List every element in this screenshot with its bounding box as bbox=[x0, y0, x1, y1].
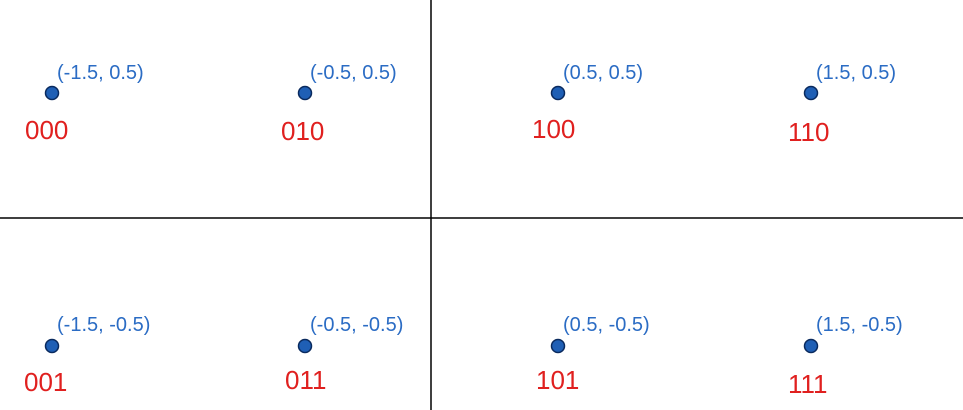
point-coordinate-label: (0.5, -0.5) bbox=[563, 314, 650, 336]
point-coordinate-label: (1.5, 0.5) bbox=[816, 62, 896, 84]
point-marker bbox=[803, 85, 819, 101]
constellation-point: (1.5, 0.5) 110 bbox=[788, 62, 896, 147]
constellation-point: (-1.5, -0.5) 001 bbox=[24, 314, 150, 397]
constellation-point: (-0.5, -0.5) 011 bbox=[285, 314, 403, 395]
point-marker bbox=[44, 85, 60, 101]
point-coordinate-label: (1.5, -0.5) bbox=[816, 314, 903, 336]
point-bit-label: 101 bbox=[536, 365, 579, 395]
point-marker bbox=[550, 85, 566, 101]
point-bit-label: 011 bbox=[285, 365, 326, 395]
point-coordinate-label: (0.5, 0.5) bbox=[563, 62, 643, 84]
point-coordinate-label: (-1.5, -0.5) bbox=[57, 314, 150, 336]
constellation-point: (0.5, 0.5) 100 bbox=[532, 62, 643, 144]
point-bit-label: 100 bbox=[532, 114, 575, 144]
constellation-point: (-1.5, 0.5) 000 bbox=[25, 62, 144, 145]
point-bit-label: 010 bbox=[281, 116, 324, 146]
point-marker bbox=[297, 338, 313, 354]
point-marker bbox=[803, 338, 819, 354]
point-bit-label: 001 bbox=[24, 367, 67, 397]
constellation-point: (1.5, -0.5) 111 bbox=[788, 314, 903, 399]
point-bit-label: 110 bbox=[788, 117, 829, 147]
point-marker bbox=[550, 338, 566, 354]
point-coordinate-label: (-1.5, 0.5) bbox=[57, 62, 144, 84]
point-marker bbox=[44, 338, 60, 354]
point-coordinate-label: (-0.5, -0.5) bbox=[310, 314, 403, 336]
point-bit-label: 111 bbox=[788, 369, 828, 399]
constellation-point: (0.5, -0.5) 101 bbox=[536, 314, 650, 395]
constellation-point: (-0.5, 0.5) 010 bbox=[281, 62, 397, 146]
point-marker bbox=[297, 85, 313, 101]
point-coordinate-label: (-0.5, 0.5) bbox=[310, 62, 397, 84]
point-bit-label: 000 bbox=[25, 115, 68, 145]
